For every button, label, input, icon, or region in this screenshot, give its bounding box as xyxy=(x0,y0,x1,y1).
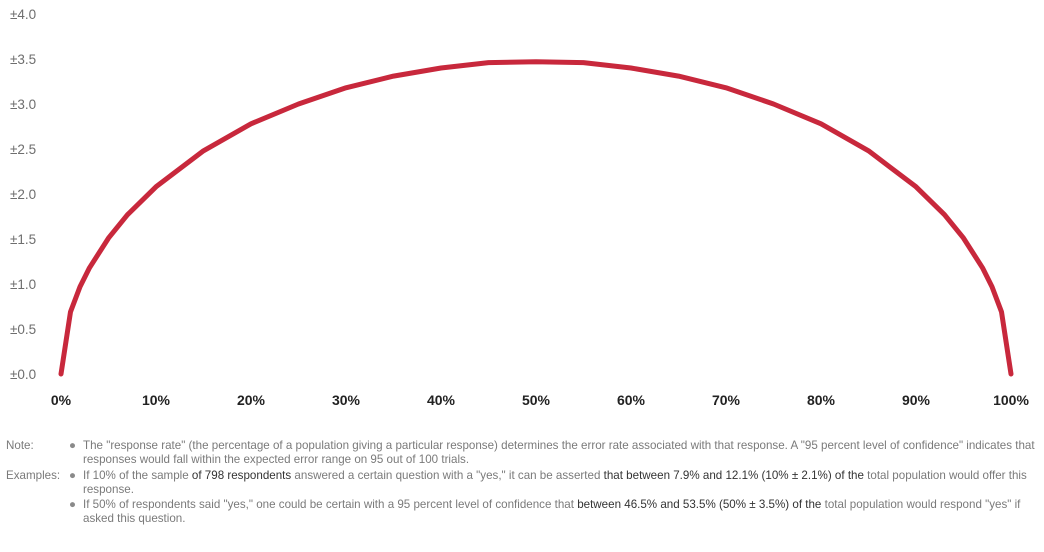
x-tick-label: 70% xyxy=(712,392,741,408)
bullet-icon: ● xyxy=(69,439,77,452)
examples-row: Examples: ● If 10% of the sample of 798 … xyxy=(6,469,1036,527)
y-tick-label: ±2.5 xyxy=(10,142,36,157)
bullet-icon: ● xyxy=(69,498,77,511)
y-tick-label: ±1.0 xyxy=(10,277,36,292)
example-item: ● If 10% of the sample of 798 respondent… xyxy=(69,469,1036,497)
series-line xyxy=(58,59,1014,377)
y-tick-label: ±4.0 xyxy=(10,7,36,22)
x-tick-label: 100% xyxy=(993,392,1029,408)
example-1-text: If 10% of the sample of 798 respondents … xyxy=(83,469,1027,496)
examples-label: Examples: xyxy=(6,469,61,482)
note-row: Note: ● The "response rate" (the percent… xyxy=(6,439,1036,468)
y-tick-label: ±3.5 xyxy=(10,52,36,67)
x-tick-label: 50% xyxy=(522,392,551,408)
margin-of-error-chart: ±0.0 ±0.5 ±1.0 ±1.5 ±2.0 ±2.5 ±3.0 ±3.5 ±4.0 0% 1… xyxy=(10,7,1030,408)
y-tick-label: ±2.0 xyxy=(10,187,36,202)
x-tick-label: 20% xyxy=(237,392,266,408)
note-text: The "response rate" (the percentage of a… xyxy=(83,439,1035,466)
x-tick-label: 80% xyxy=(807,392,836,408)
example-item: ● If 50% of respondents said "yes," one … xyxy=(69,498,1036,526)
bullet-icon: ● xyxy=(69,469,77,482)
note-label: Note: xyxy=(6,439,34,452)
y-axis: ±0.0 ±0.5 ±1.0 ±1.5 ±2.0 ±2.5 ±3.0 ±3.5 ±4.0 xyxy=(10,7,36,382)
x-tick-label: 90% xyxy=(902,392,931,408)
y-tick-label: ±1.5 xyxy=(10,232,36,247)
y-tick-label: ±3.0 xyxy=(10,97,36,112)
y-tick-label: ±0.5 xyxy=(10,322,36,337)
x-tick-label: 30% xyxy=(332,392,361,408)
example-2-text: If 50% of respondents said "yes," one co… xyxy=(83,498,1021,525)
x-tick-label: 40% xyxy=(427,392,456,408)
x-axis: 0% 10% 20% 30% 40% 50% 60% 70% 80% 90% 100% xyxy=(51,392,1030,408)
plot-area xyxy=(58,59,1014,377)
y-tick-label: ±0.0 xyxy=(10,367,36,382)
notes-section: Note: ● The "response rate" (the percent… xyxy=(6,439,1036,528)
x-tick-label: 10% xyxy=(142,392,171,408)
x-tick-label: 60% xyxy=(617,392,646,408)
x-tick-label: 0% xyxy=(51,392,72,408)
